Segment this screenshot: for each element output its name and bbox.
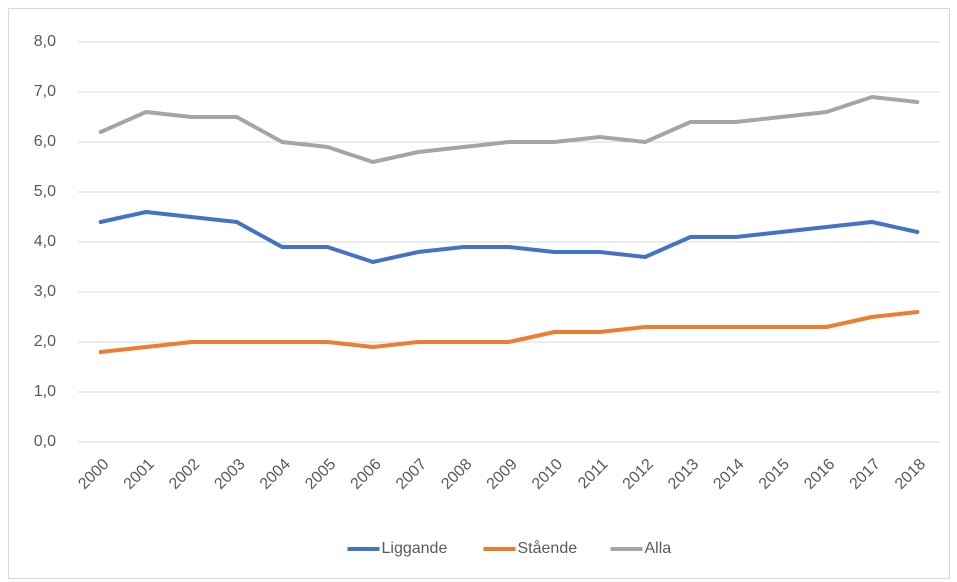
- y-tick-label: 2,0: [34, 333, 56, 350]
- legend-label: Alla: [645, 540, 672, 557]
- y-tick-label: 7,0: [34, 83, 56, 100]
- y-tick-label: 0,0: [34, 433, 56, 450]
- y-tick-label: 1,0: [34, 383, 56, 400]
- y-tick-label: 8,0: [34, 33, 56, 50]
- series-line: [98, 310, 920, 354]
- y-tick-label: 5,0: [34, 183, 56, 200]
- series-line: [98, 210, 920, 264]
- chart-frame: [8, 8, 950, 579]
- legend-label: Stående: [518, 539, 578, 557]
- y-tick-label: 3,0: [34, 283, 56, 300]
- legend-label: Liggande: [382, 540, 448, 557]
- y-tick-label: 4,0: [34, 233, 56, 250]
- series-line: [98, 95, 920, 164]
- y-tick-label: 6,0: [34, 133, 56, 150]
